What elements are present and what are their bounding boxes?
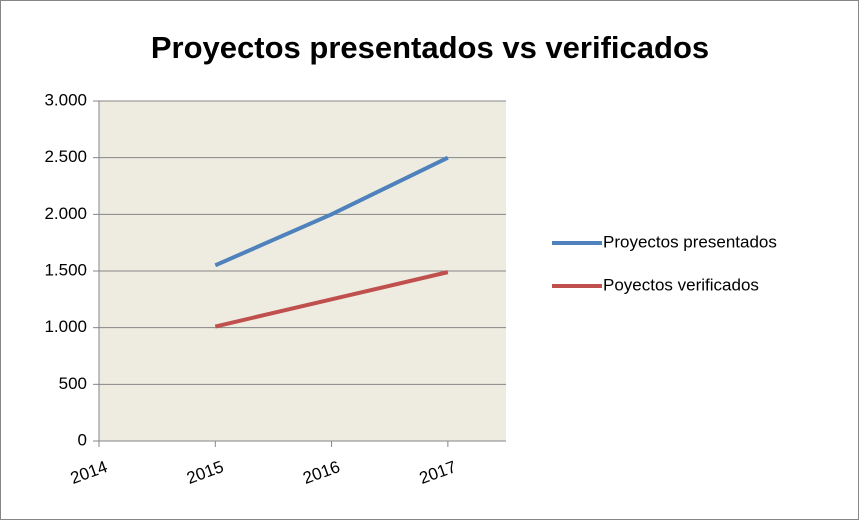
y-tick-label: 1.000 bbox=[44, 317, 87, 336]
series-line bbox=[214, 155, 449, 268]
y-tick-label: 500 bbox=[59, 374, 87, 393]
y-tick-label: 3.000 bbox=[44, 90, 87, 109]
legend-label: Proyectos presentados bbox=[603, 232, 777, 251]
legend-label: Poyectos verificados bbox=[603, 275, 759, 294]
series-line bbox=[214, 270, 449, 329]
y-tick-label: 1.500 bbox=[44, 260, 87, 279]
y-tick-label: 2.500 bbox=[44, 147, 87, 166]
y-tick-label: 0 bbox=[78, 430, 87, 449]
y-tick-label: 2.000 bbox=[44, 204, 87, 223]
chart-title: Proyectos presentados vs verificados bbox=[151, 30, 709, 65]
